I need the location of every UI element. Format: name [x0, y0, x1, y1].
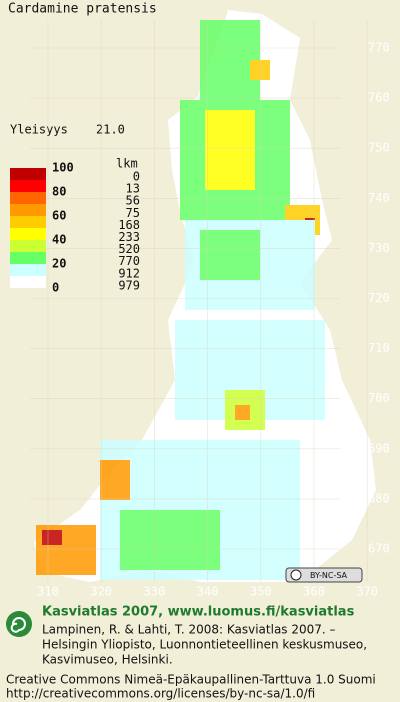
- citation-line: Lampinen, R. & Lahti, T. 2008: Kasviatla…: [42, 623, 336, 637]
- legend-swatch: [10, 168, 46, 180]
- legend-swatch: [10, 204, 46, 216]
- northing-label: 750: [368, 141, 390, 155]
- northing-label: 720: [368, 291, 390, 305]
- legend-scale-label: 0: [52, 281, 59, 295]
- license-badge: BY-NC-SA: [285, 567, 363, 583]
- license-line: http://creativecommons.org/licenses/by-n…: [6, 687, 315, 701]
- legend-count: 75: [126, 206, 140, 220]
- legend-count: 56: [126, 194, 140, 208]
- easting-label: 310: [37, 585, 59, 599]
- legend-swatch: [10, 216, 46, 228]
- citation-line: Kasvimuseo, Helsinki.: [42, 653, 173, 667]
- legend-scale-label: 100: [52, 161, 74, 175]
- legend-count: 13: [126, 182, 140, 196]
- legend: lkm 100806040200013567516823352077091297…: [10, 157, 140, 295]
- easting-label: 360: [303, 585, 325, 599]
- northing-label: 740: [368, 191, 390, 205]
- legend-swatch: [10, 180, 46, 192]
- legend-swatch: [10, 228, 46, 240]
- frequency-label: Yleisyys: [10, 123, 68, 137]
- easting-label: 340: [197, 585, 219, 599]
- citation-line: Helsingin Yliopisto, Luonnontieteellinen…: [42, 638, 367, 652]
- northing-label: 680: [368, 491, 390, 505]
- legend-count: 770: [118, 254, 140, 268]
- legend-swatch: [10, 276, 46, 288]
- logo: [6, 611, 32, 637]
- legend-swatch: [10, 264, 46, 276]
- legend-count-header: lkm: [116, 157, 138, 171]
- legend-scale-label: 40: [52, 233, 66, 247]
- legend-count: 979: [118, 278, 140, 292]
- legend-count: 0: [133, 170, 140, 184]
- map-title: Cardamine pratensis: [8, 2, 157, 17]
- legend-swatch: [10, 252, 46, 264]
- easting-label: 330: [144, 585, 166, 599]
- northing-label: 760: [368, 91, 390, 105]
- legend-count: 520: [118, 242, 140, 256]
- legend-count: 912: [118, 266, 140, 280]
- northing-label: 690: [368, 441, 390, 455]
- northing-label: 730: [368, 241, 390, 255]
- occurrence-cells: [36, 20, 325, 580]
- badge-text: BY-NC-SA: [310, 571, 348, 580]
- legend-count: 233: [118, 230, 140, 244]
- legend-count: 168: [118, 218, 140, 232]
- northing-label: 700: [368, 391, 390, 405]
- legend-scale-label: 80: [52, 185, 66, 199]
- northing-label: 710: [368, 341, 390, 355]
- logo-spiral: [10, 617, 26, 633]
- legend-scale-label: 20: [52, 257, 66, 271]
- easting-label: 370: [356, 585, 378, 599]
- license-line: Creative Commons Nimeä-Epäkaupallinen-Ta…: [6, 673, 376, 687]
- legend-swatch: [10, 240, 46, 252]
- frequency-value: 21.0: [96, 123, 125, 137]
- legend-swatch: [10, 192, 46, 204]
- legend-scale-label: 60: [52, 209, 66, 223]
- easting-label: 320: [90, 585, 112, 599]
- footer: Kasviatlas 2007, www.luomus.fi/kasviatla…: [6, 605, 376, 701]
- footer-heading: Kasviatlas 2007, www.luomus.fi/kasviatla…: [42, 605, 355, 620]
- easting-label: 350: [250, 585, 272, 599]
- northing-label: 670: [368, 542, 390, 556]
- northing-label: 770: [368, 41, 390, 55]
